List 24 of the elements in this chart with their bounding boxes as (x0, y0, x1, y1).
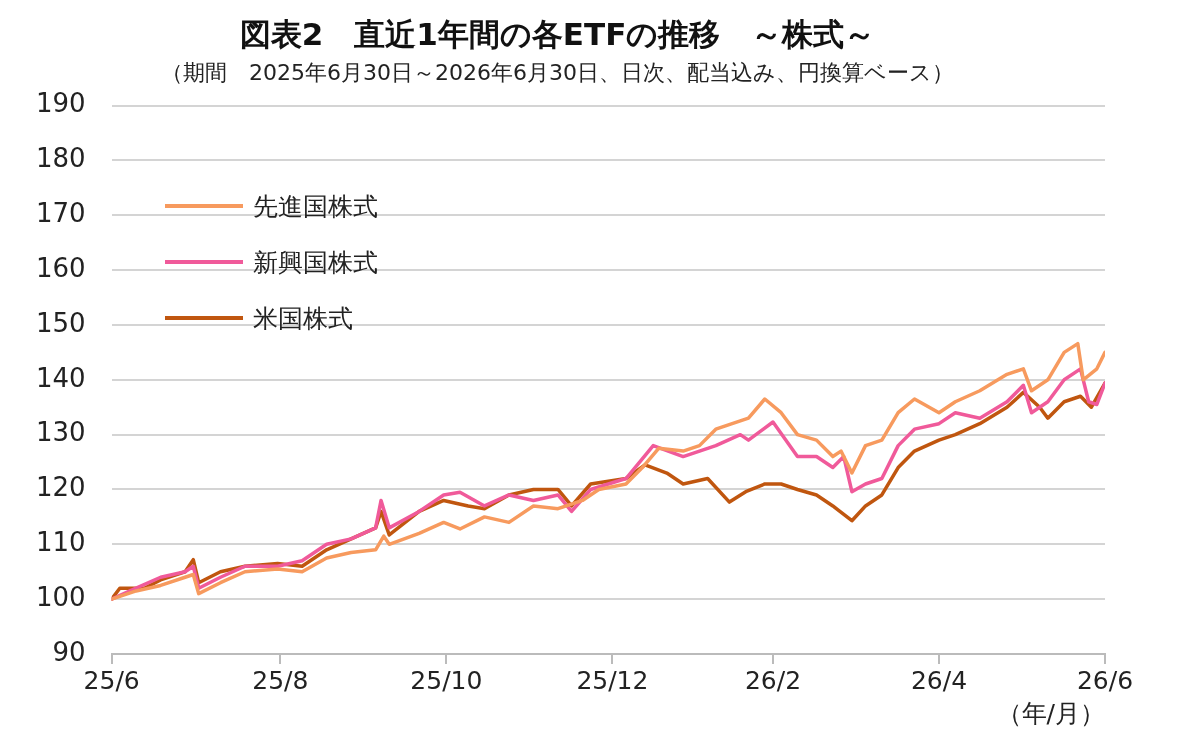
chart-subtitle: （期間 2025年6月30日～2026年6月30日、日次、配当込み、円換算ベース） (161, 60, 954, 86)
y-tick-label: 170 (35, 198, 86, 229)
y-tick-label: 190 (35, 88, 86, 119)
y-tick-label: 180 (35, 143, 86, 174)
x-tick-label: 25/10 (410, 665, 483, 695)
x-tick-label: 25/8 (252, 665, 309, 695)
x-tick-label: 26/6 (1076, 665, 1134, 695)
legend-label: 先進国株式 (253, 190, 378, 223)
y-tick-label: 100 (35, 581, 86, 612)
y-tick-label: 130 (35, 417, 86, 448)
y-tick-label: 160 (35, 252, 86, 283)
x-tick-label: 25/12 (576, 665, 649, 695)
x-tick-label: 25/6 (83, 665, 140, 695)
y-tick-label: 140 (35, 362, 86, 393)
chart-title: 図表2 直近1年間の各ETFの推移 ～株式～ (239, 15, 876, 52)
legend-label: 米国株式 (253, 302, 353, 335)
y-tick-label: 150 (35, 307, 86, 338)
y-tick-label: 110 (35, 527, 86, 558)
y-tick-label: 90 (52, 636, 86, 667)
legend-label: 新興国株式 (253, 246, 378, 279)
x-tick-label: 26/2 (744, 665, 802, 695)
x-axis-title: （年/月） (996, 698, 1105, 728)
x-tick-label: 26/4 (910, 665, 968, 695)
y-tick-label: 120 (35, 472, 86, 503)
